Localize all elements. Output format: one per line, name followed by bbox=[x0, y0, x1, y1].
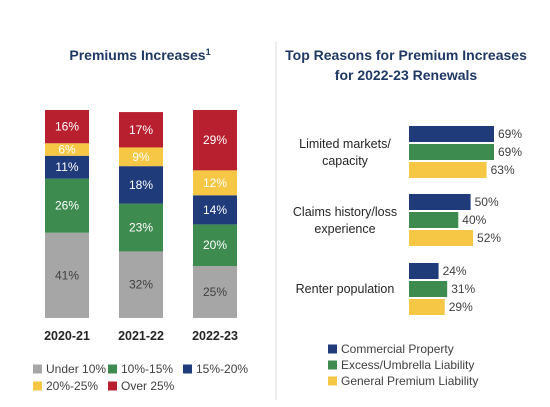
stacked-bar-segment bbox=[45, 232, 89, 318]
left-chart-legend: Under 10% 10%-15% 15%-20% 20%-25% Over 25% bbox=[33, 362, 248, 393]
segment-value-label: 26% bbox=[55, 199, 79, 213]
left-chart-bars: 41% 26% 11% 6% 16% 32% 23% 18% 9% 17% 25% 20% 14% 12%… bbox=[45, 110, 237, 318]
horizontal-bar bbox=[409, 126, 494, 142]
stacked-bar-segment bbox=[193, 224, 237, 266]
legend-swatch bbox=[108, 381, 117, 391]
legend-label: 20%-25% bbox=[46, 379, 98, 393]
segment-value-label: 9% bbox=[132, 150, 150, 164]
bar-value-label: 50% bbox=[475, 195, 499, 209]
segment-value-label: 18% bbox=[129, 178, 153, 192]
segment-value-label: 14% bbox=[203, 203, 227, 217]
horizontal-bar bbox=[409, 162, 487, 178]
legend-label: Over 25% bbox=[121, 379, 175, 393]
stacked-bar-segment bbox=[193, 266, 237, 318]
left-chart-title: Premiums Increases1 bbox=[69, 47, 210, 63]
legend-swatch bbox=[33, 364, 42, 374]
legend-swatch bbox=[33, 381, 42, 391]
category-label: 2021-22 bbox=[118, 329, 164, 343]
category-label-line2: capacity bbox=[322, 154, 369, 168]
right-chart-title-line2: for 2022-23 Renewals bbox=[335, 67, 478, 83]
legend-label: 10%-15% bbox=[121, 362, 173, 376]
right-chart-bars: 69% 69% 63% 50% 40% 52% 24% 31% 29% bbox=[409, 126, 522, 315]
category-label: 2020-21 bbox=[44, 329, 90, 343]
bar-value-label: 63% bbox=[491, 163, 515, 177]
stacked-bar-segment bbox=[45, 178, 89, 233]
legend-label: General Premium Liability bbox=[341, 374, 478, 388]
segment-value-label: 17% bbox=[129, 123, 153, 137]
stacked-bar-segment bbox=[119, 112, 163, 148]
stacked-bar-segment bbox=[119, 166, 163, 204]
horizontal-bar bbox=[409, 281, 448, 297]
stacked-bar-segment bbox=[193, 170, 237, 196]
horizontal-bar bbox=[409, 299, 445, 315]
right-chart-title-line1: Top Reasons for Premium Increases bbox=[285, 47, 527, 63]
stacked-bar-segment bbox=[45, 155, 89, 179]
segment-value-label: 6% bbox=[58, 143, 76, 157]
left-chart-categories: 2020-21 2021-22 2022-23 bbox=[44, 329, 238, 343]
segment-value-label: 32% bbox=[129, 278, 153, 292]
legend-label: Excess/Umbrella Liability bbox=[341, 358, 474, 372]
left-chart-title-superscript: 1 bbox=[206, 47, 211, 57]
legend-swatch bbox=[328, 360, 337, 370]
category-label: 2022-23 bbox=[192, 329, 238, 343]
category-label-line1: Limited markets/ bbox=[299, 137, 391, 151]
bar-value-label: 24% bbox=[443, 264, 467, 278]
legend-swatch bbox=[328, 376, 337, 386]
horizontal-bar bbox=[409, 194, 471, 210]
segment-value-label: 12% bbox=[203, 176, 227, 190]
category-label: Renter population bbox=[296, 282, 395, 296]
legend-label: Under 10% bbox=[46, 362, 106, 376]
stacked-bar-segment bbox=[119, 147, 163, 167]
legend-swatch bbox=[328, 344, 337, 354]
segment-value-label: 20% bbox=[203, 238, 227, 252]
segment-value-label: 29% bbox=[203, 133, 227, 147]
legend-label: Commercial Property bbox=[341, 342, 454, 356]
segment-value-label: 41% bbox=[55, 268, 79, 282]
horizontal-bar bbox=[409, 144, 494, 160]
bar-value-label: 29% bbox=[449, 300, 473, 314]
segment-value-label: 16% bbox=[55, 120, 79, 134]
bar-value-label: 69% bbox=[498, 127, 522, 141]
horizontal-bar bbox=[409, 230, 474, 246]
horizontal-bar bbox=[409, 263, 439, 279]
legend-swatch bbox=[108, 364, 117, 374]
bar-value-label: 69% bbox=[498, 145, 522, 159]
bar-value-label: 40% bbox=[462, 213, 486, 227]
stacked-bar-segment bbox=[193, 110, 237, 171]
right-chart-categories: Limited markets/capacity Claims history/l… bbox=[293, 137, 397, 296]
stacked-bar-segment bbox=[119, 251, 163, 318]
stacked-bar-segment bbox=[45, 110, 89, 144]
bar-value-label: 52% bbox=[477, 231, 501, 245]
segment-value-label: 25% bbox=[203, 285, 227, 299]
stacked-bar-segment bbox=[119, 203, 163, 252]
horizontal-bar bbox=[409, 212, 459, 228]
stacked-bar-segment bbox=[45, 143, 89, 156]
stacked-bar-segment bbox=[193, 195, 237, 225]
segment-value-label: 11% bbox=[55, 160, 78, 174]
bar-value-label: 31% bbox=[451, 282, 475, 296]
legend-label: 15%-20% bbox=[196, 362, 248, 376]
segment-value-label: 23% bbox=[129, 221, 153, 235]
legend-swatch bbox=[183, 364, 192, 374]
category-label-line2: experience bbox=[314, 222, 375, 236]
category-label-line1: Claims history/loss bbox=[293, 205, 397, 219]
right-chart-legend: Commercial Property Excess/Umbrella Liabi… bbox=[328, 342, 478, 388]
